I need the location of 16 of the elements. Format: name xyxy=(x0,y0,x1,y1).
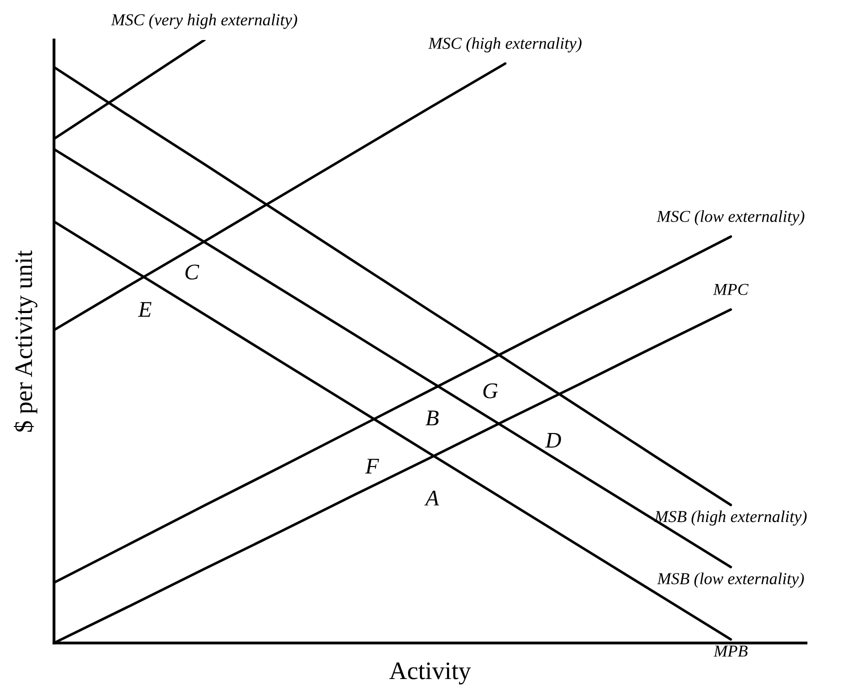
series-label: MPC xyxy=(713,284,749,296)
annotation: D xyxy=(545,432,562,448)
annotation: A xyxy=(424,490,440,506)
x-axis-title: Activity xyxy=(389,662,471,684)
annotation: B xyxy=(426,410,439,426)
series-label: MSB (low externality) xyxy=(657,572,804,588)
annotation: F xyxy=(365,458,380,474)
series-label: MSB (high externality) xyxy=(654,510,807,526)
series-label: MSC (very high externality) xyxy=(110,14,298,29)
series-label: MSC (high externality) xyxy=(428,37,582,52)
annotation: G xyxy=(483,383,498,398)
annotation: E xyxy=(138,302,152,317)
series-label: MPB xyxy=(713,646,748,657)
y-axis-title: $ per Activity unit xyxy=(14,250,38,432)
series-label: MSC (low externality) xyxy=(656,210,804,226)
annotation: C xyxy=(185,264,200,280)
